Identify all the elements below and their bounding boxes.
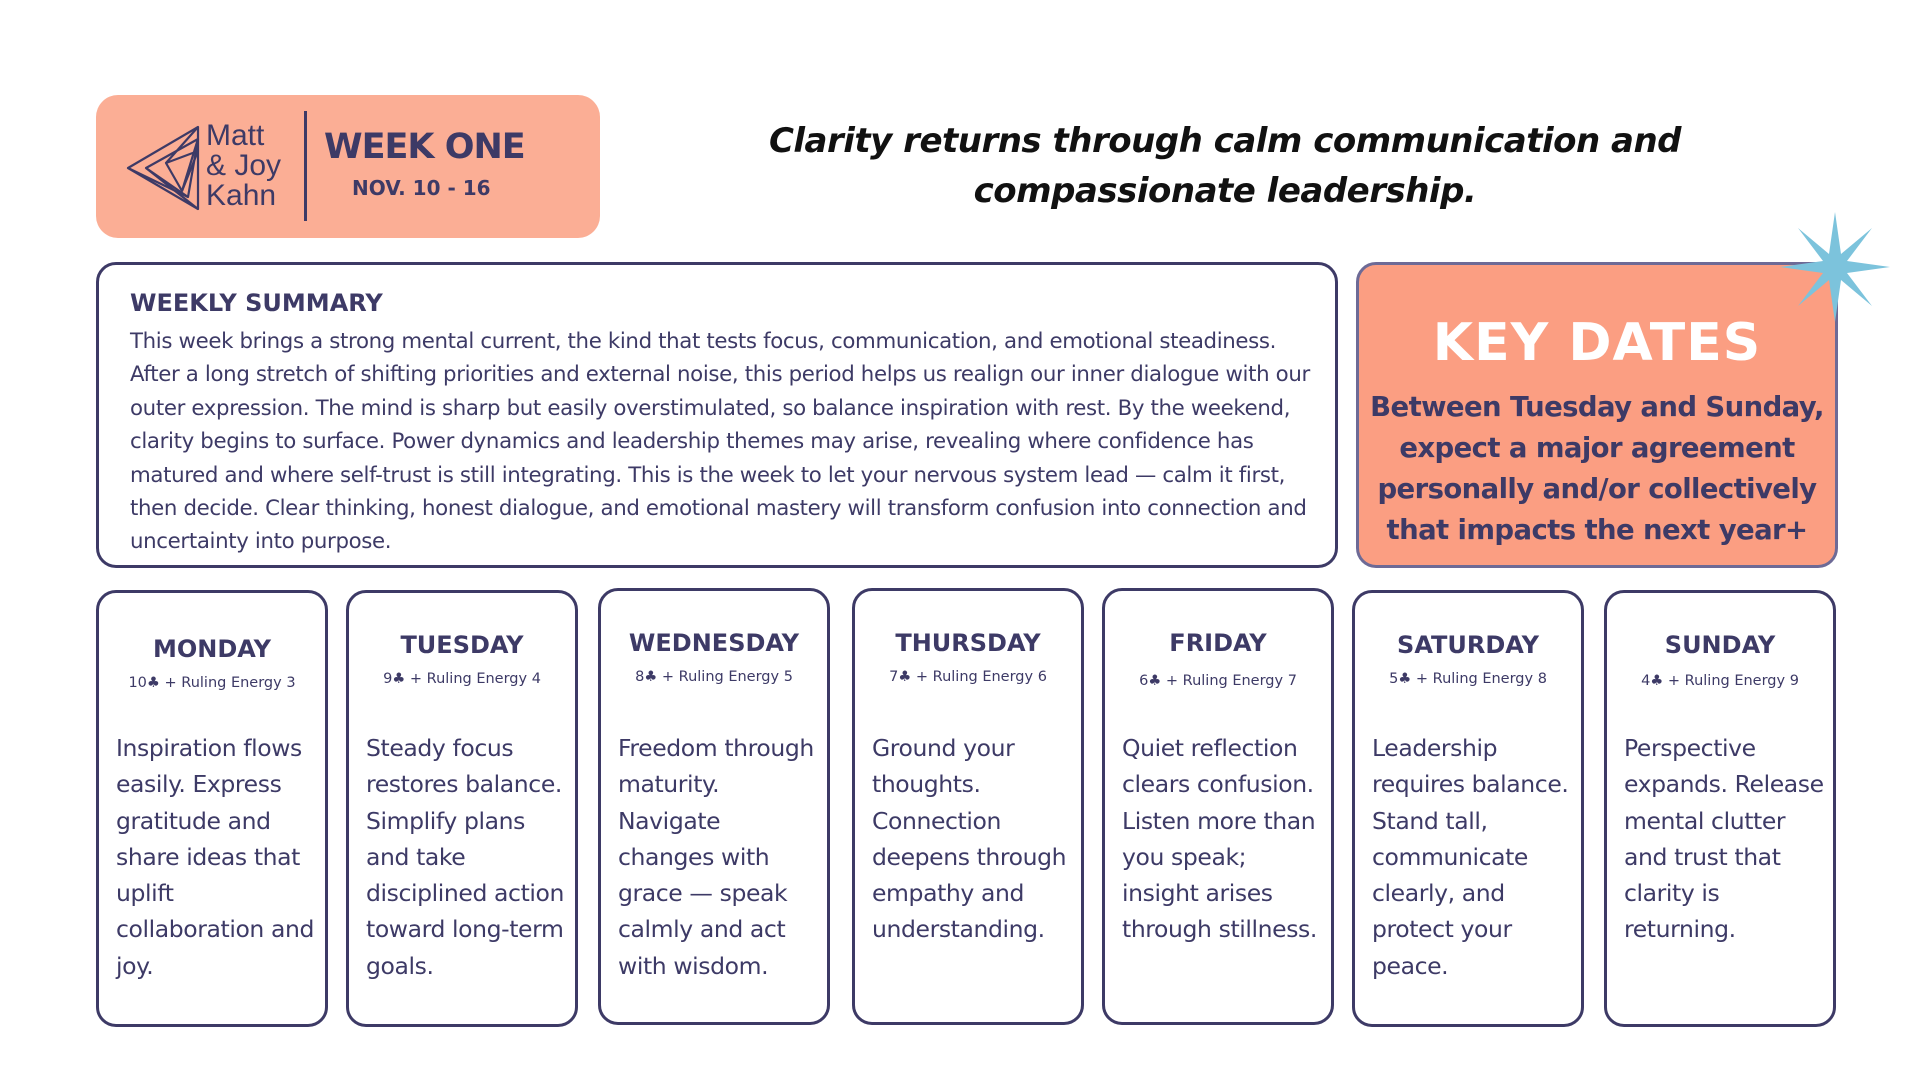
- day-card-tuesday: TUESDAY 9♣ + Ruling Energy 4 Steady focu…: [346, 590, 578, 1027]
- day-energy: 10♣ + Ruling Energy 3: [128, 675, 296, 691]
- key-dates-title: KEY DATES: [1432, 313, 1762, 373]
- day-card-monday: MONDAY 10♣ + Ruling Energy 3 Inspiration…: [96, 590, 328, 1027]
- day-name: WEDNESDAY: [628, 629, 800, 657]
- key-dates-text: Between Tuesday and Sunday, expect a maj…: [1370, 391, 1824, 546]
- day-energy: 9♣ + Ruling Energy 4: [383, 671, 541, 687]
- day-text: Quiet reflection clears confusion. Liste…: [1122, 734, 1317, 944]
- week-title: WEEK ONE: [324, 127, 526, 167]
- day-card-sunday: SUNDAY 4♣ + Ruling Energy 9 Perspective …: [1604, 590, 1836, 1027]
- brand-line-1: Matt: [206, 119, 265, 152]
- day-card-friday: FRIDAY 6♣ + Ruling Energy 7 Quiet reflec…: [1102, 588, 1334, 1025]
- weekly-summary-card: WEEKLY SUMMARY This week brings a strong…: [96, 262, 1338, 568]
- day-text: Inspiration flows easily. Express gratit…: [116, 734, 315, 980]
- key-dates-card: KEY DATES Between Tuesday and Sunday, ex…: [1356, 262, 1838, 568]
- day-name: MONDAY: [153, 635, 271, 663]
- day-energy: 5♣ + Ruling Energy 8: [1389, 671, 1547, 687]
- day-name: SATURDAY: [1397, 631, 1539, 659]
- day-text: Ground your thoughts. Connection deepens…: [872, 734, 1067, 944]
- week-dates: NOV. 10 - 16: [352, 176, 491, 200]
- header-card: Matt & Joy Kahn WEEK ONE NOV. 10 - 16: [96, 95, 600, 238]
- brand-line-3: Kahn: [206, 179, 277, 212]
- day-card-saturday: SATURDAY 5♣ + Ruling Energy 8 Leadership…: [1352, 590, 1584, 1027]
- weekly-summary-title: WEEKLY SUMMARY: [130, 289, 383, 317]
- day-name: SUNDAY: [1664, 631, 1776, 659]
- brand-name: Matt & Joy Kahn: [206, 121, 281, 211]
- day-name: THURSDAY: [895, 629, 1041, 657]
- day-name: TUESDAY: [400, 631, 524, 659]
- day-name: FRIDAY: [1169, 629, 1267, 657]
- day-energy: 8♣ + Ruling Energy 5: [635, 669, 793, 685]
- triangle-mandala-icon: [126, 125, 200, 211]
- day-energy: 7♣ + Ruling Energy 6: [889, 669, 1047, 685]
- day-text: Leadership requires balance. Stand tall,…: [1372, 734, 1569, 980]
- day-energy: 4♣ + Ruling Energy 9: [1641, 673, 1799, 689]
- day-card-wednesday: WEDNESDAY 8♣ + Ruling Energy 5 Freedom t…: [598, 588, 830, 1025]
- sparkle-star-icon: [1780, 212, 1890, 322]
- day-energy: 6♣ + Ruling Energy 7: [1139, 673, 1297, 689]
- day-text: Steady focus restores balance. Simplify …: [366, 734, 564, 980]
- day-card-thursday: THURSDAY 7♣ + Ruling Energy 6 Ground you…: [852, 588, 1084, 1025]
- tagline: Clarity returns through calm communicati…: [768, 121, 1682, 211]
- brand-line-2: & Joy: [206, 149, 282, 182]
- day-text: Freedom through maturity. Navigate chang…: [618, 734, 814, 980]
- day-text: Perspective expands. Release mental clut…: [1624, 734, 1824, 944]
- weekly-summary-text: This week brings a strong mental current…: [130, 329, 1310, 555]
- header-divider: [304, 111, 307, 221]
